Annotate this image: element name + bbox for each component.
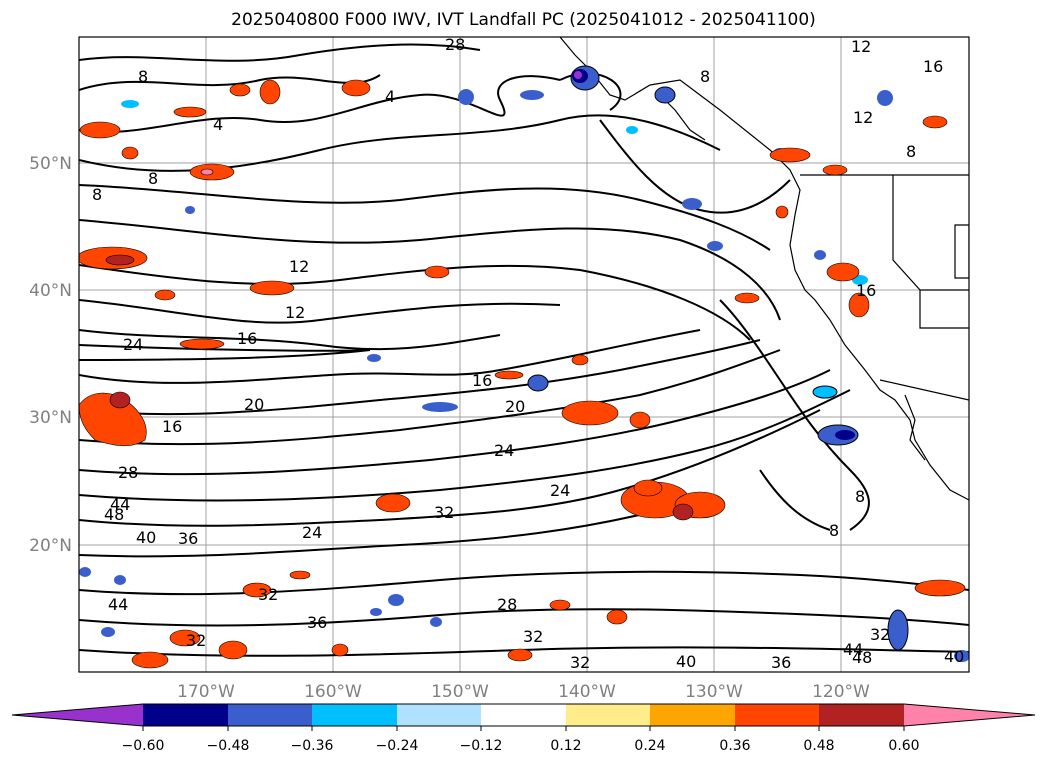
contour-label: 28: [445, 35, 465, 54]
colorbar-segment: [481, 704, 566, 726]
contour-label: 32: [186, 631, 206, 650]
map-plot-area: 8 8 8 4 4 28 12 16 12 8 8 12 12 16 24 16…: [79, 35, 969, 672]
contour-label: 48: [852, 648, 872, 667]
colorbar: −0.60 −0.48 −0.36 −0.24 −0.12 0.12 0.24 …: [11, 703, 1036, 754]
contour-labels: 8 8 8 4 4 28 12 16 12 8 8 12 12 16 24 16…: [92, 35, 964, 672]
latitude-labels: 50°N 40°N 30°N 20°N: [29, 154, 72, 556]
contour-label: 8: [92, 185, 102, 204]
contour-label: 8: [138, 67, 148, 86]
contour-label: 40: [136, 528, 156, 547]
colorbar-extend-max: [904, 704, 1035, 726]
contour-label: 8: [906, 142, 916, 161]
contour-label: 44: [108, 595, 128, 614]
contour-label: 8: [829, 521, 839, 540]
colorbar-tick-label: 0.36: [719, 738, 750, 754]
colorbar-tick-label: −0.12: [460, 738, 503, 754]
contour-label: 40: [676, 652, 696, 671]
lon-label: 150°W: [431, 682, 489, 702]
lat-label: 20°N: [29, 536, 72, 556]
colorbar-tick-label: −0.48: [207, 738, 250, 754]
lat-label: 30°N: [29, 408, 72, 428]
contour-label: 32: [570, 653, 590, 672]
contour-label: 24: [123, 335, 143, 354]
contour-label: 20: [505, 397, 525, 416]
map-title: 2025040800 F000 IWV, IVT Landfall PC (20…: [231, 10, 816, 30]
colorbar-segment: [735, 704, 819, 726]
contour-label: 32: [434, 503, 454, 522]
lat-label: 40°N: [29, 281, 72, 301]
contour-label: 16: [162, 417, 182, 436]
contour-label: 16: [856, 281, 876, 300]
contour-label: 4: [213, 115, 223, 134]
contour-label: 28: [497, 595, 517, 614]
contour-label: 40: [944, 647, 964, 666]
graticule: [79, 37, 969, 672]
contour-label: 8: [148, 169, 158, 188]
colorbar-segment: [397, 704, 481, 726]
lat-label: 50°N: [29, 154, 72, 174]
contour-label: 16: [472, 371, 492, 390]
colorbar-segment: [650, 704, 735, 726]
contour-label: 16: [923, 57, 943, 76]
colorbar-tick-label: −0.36: [291, 738, 334, 754]
contour-label: 24: [302, 523, 322, 542]
contour-label: 24: [550, 481, 570, 500]
contour-label: 20: [244, 395, 264, 414]
colorbar-segment: [228, 704, 312, 726]
contour-label: 8: [855, 487, 865, 506]
contour-label: 12: [851, 37, 871, 56]
colorbar-tick-label: −0.24: [376, 738, 419, 754]
contour-label: 48: [104, 505, 124, 524]
lon-label: 120°W: [812, 682, 870, 702]
colorbar-segment: [566, 704, 650, 726]
colorbar-ticks: [142, 726, 905, 731]
colorbar-tick-label: −0.60: [122, 738, 165, 754]
colorbar-extend-min: [12, 704, 143, 726]
positive-pc-patches: [79, 79, 966, 669]
contour-label: 44: [843, 640, 863, 659]
colorbar-tick-label: 0.12: [550, 738, 581, 754]
contour-label: 12: [285, 303, 305, 322]
contour-label: 36: [178, 529, 198, 548]
contour-label: 32: [870, 625, 890, 644]
contour-label: 36: [307, 613, 327, 632]
contour-label: 12: [853, 108, 873, 127]
contour-label: 32: [258, 585, 278, 604]
map-frame: [78, 36, 970, 673]
lon-label: 130°W: [685, 682, 743, 702]
lon-label: 170°W: [177, 682, 235, 702]
lon-label: 140°W: [558, 682, 616, 702]
contour-label: 44: [110, 495, 130, 514]
contour-label: 4: [385, 87, 395, 106]
contour-label: 24: [494, 441, 514, 460]
contour-label: 28: [118, 463, 138, 482]
colorbar-segment: [143, 704, 228, 726]
colorbar-tick-label: 0.60: [888, 738, 919, 754]
contour-label: 16: [237, 329, 257, 348]
contour-label: 12: [289, 257, 309, 276]
negative-pc-patches: [79, 65, 969, 662]
colorbar-segment: [312, 704, 397, 726]
colorbar-tick-label: 0.48: [803, 738, 834, 754]
longitude-labels: 170°W 160°W 150°W 140°W 130°W 120°W: [177, 682, 870, 702]
contour-label: 36: [771, 653, 791, 672]
colorbar-segment: [819, 704, 904, 726]
lon-label: 160°W: [304, 682, 362, 702]
contour-label: 32: [523, 627, 543, 646]
contour-label: 8: [700, 67, 710, 86]
colorbar-tick-label: 0.24: [634, 738, 665, 754]
